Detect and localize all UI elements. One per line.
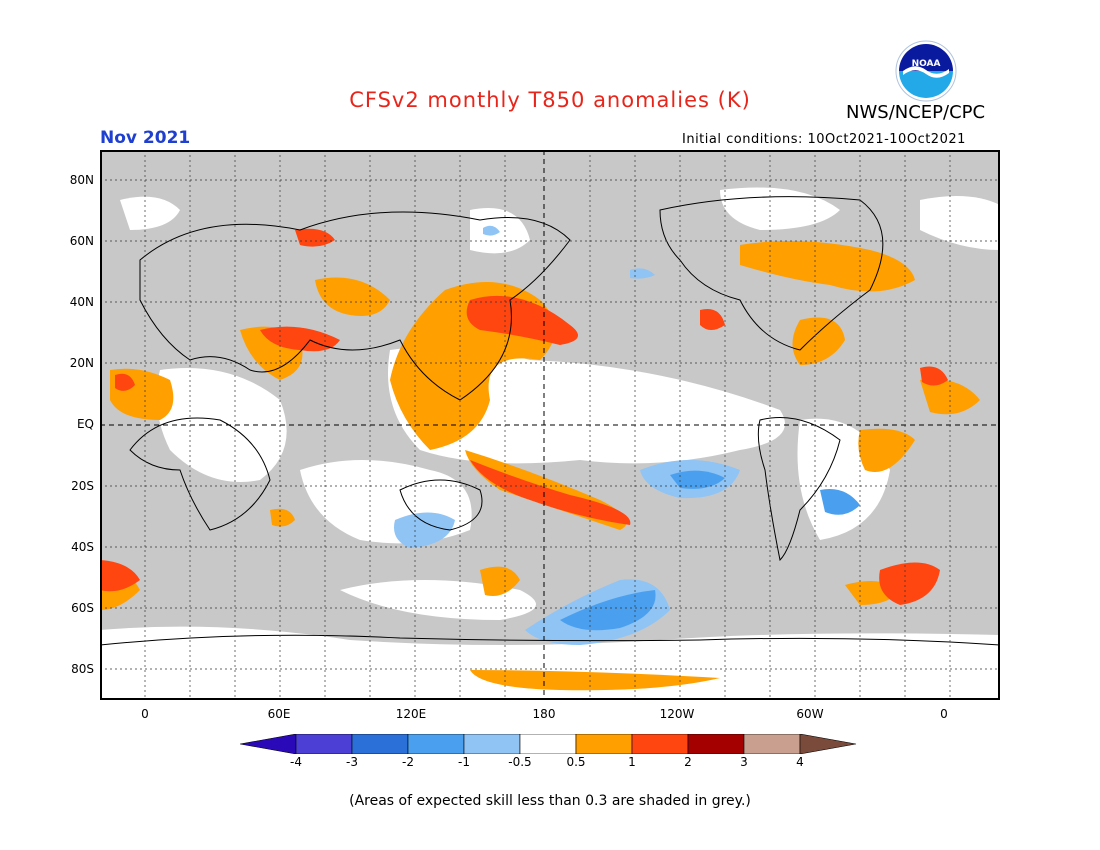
lat-label: 80S (71, 662, 94, 676)
colorbar-cell (463, 734, 521, 754)
colorbar-cell (575, 734, 633, 754)
lat-label: 60N (69, 234, 94, 248)
lat-label: EQ (76, 417, 94, 431)
agency-label: NWS/NCEP/CPC (846, 102, 986, 123)
colorbar-label: 1 (628, 755, 636, 769)
coastlines (100, 196, 1000, 646)
warm-anomalies-strong (100, 228, 948, 605)
colorbar-cell (743, 734, 801, 754)
lon-label: 180 (532, 707, 556, 721)
lat-label: 20N (69, 356, 94, 370)
lon-label: 0 (940, 707, 948, 721)
colorbar-label: 3 (740, 755, 748, 769)
colorbar-label: -1 (458, 755, 470, 769)
colorbar-cell (687, 734, 745, 754)
cool-anomalies (394, 225, 860, 645)
initial-conditions: Initial conditions: 10Oct2021-10Oct2021 (682, 132, 966, 147)
lon-label: 0 (141, 707, 149, 721)
colorbar-cell (295, 734, 353, 754)
lon-label: 60W (796, 707, 824, 721)
lat-label: 20S (71, 479, 94, 493)
anomaly-map (100, 150, 1000, 700)
lat-label: 60S (71, 601, 94, 615)
colorbar-cell (407, 734, 465, 754)
lon-label: 60E (267, 707, 291, 721)
map-title: CFSv2 monthly T850 anomalies (K) (349, 88, 751, 112)
svg-text:NOAA: NOAA (912, 59, 941, 69)
colorbar-cell (240, 734, 297, 754)
colorbar-label: 2 (684, 755, 692, 769)
colorbar-label: -0.5 (508, 755, 532, 769)
colorbar-cell (799, 734, 857, 754)
lon-label: 120E (395, 707, 427, 721)
skill-note: (Areas of expected skill less than 0.3 a… (349, 793, 751, 809)
colorbar-cell (519, 734, 577, 754)
colorbar-label: -4 (290, 755, 302, 769)
map-frame (100, 150, 1000, 700)
colorbar-label: -3 (346, 755, 358, 769)
colorbar (240, 734, 857, 754)
colorbar-cell (351, 734, 409, 754)
lon-label: 120W (659, 707, 695, 721)
colorbar-label: 4 (796, 755, 804, 769)
colorbar-cell (631, 734, 689, 754)
lat-label: 40S (71, 540, 94, 554)
lat-label: 80N (69, 173, 94, 187)
colorbar-label: 0.5 (566, 755, 586, 769)
lat-label: 40N (69, 295, 94, 309)
noaa-logo: NOAA (895, 40, 957, 102)
colorbar-label: -2 (402, 755, 414, 769)
forecast-month: Nov 2021 (100, 128, 191, 148)
